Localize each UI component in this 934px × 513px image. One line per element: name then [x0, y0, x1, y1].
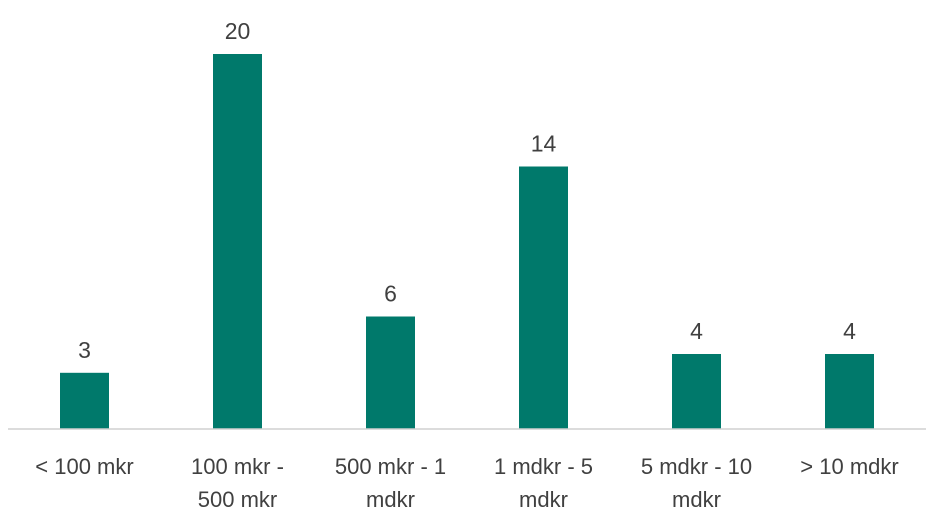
x-tick-label-line: 5 mdkr - 10: [641, 454, 752, 479]
bar-0: [60, 372, 109, 430]
data-label-1: 20: [225, 18, 251, 44]
bar-2: [366, 316, 415, 429]
x-tick-label-2: 500 mkr - 1 mdkr: [335, 454, 446, 512]
x-tick-label-line: 500 mkr: [198, 487, 277, 512]
x-tick-label-line: < 100 mkr: [35, 454, 133, 479]
x-tick-label-line: 100 mkr -: [191, 454, 284, 479]
x-tick-label-0: < 100 mkr: [35, 454, 133, 479]
data-label-3: 14: [531, 131, 557, 157]
x-tick-label-5: > 10 mdkr: [800, 454, 898, 479]
data-label-4: 4: [690, 318, 703, 344]
bar-4: [672, 354, 721, 429]
x-tick-labels-group: < 100 mkr 100 mkr - 500 mkr 500 mkr - 1 mdkr…: [35, 454, 898, 512]
x-tick-label-1: 100 mkr - 500 mkr: [191, 454, 284, 512]
x-tick-label-3: 1 mdkr - 5 mdkr: [494, 454, 593, 512]
data-label-2: 6: [384, 281, 397, 307]
bar-3: [519, 166, 568, 429]
x-tick-label-line: 1 mdkr - 5: [494, 454, 593, 479]
bar-5: [825, 354, 874, 429]
data-label-5: 4: [843, 318, 856, 344]
x-tick-label-line: mdkr: [519, 487, 568, 512]
x-tick-label-line: > 10 mdkr: [800, 454, 898, 479]
bars-group: [60, 54, 874, 430]
x-tick-label-4: 5 mdkr - 10 mdkr: [641, 454, 752, 512]
x-tick-label-line: mdkr: [672, 487, 721, 512]
bar-1: [213, 54, 262, 429]
x-tick-label-line: mdkr: [366, 487, 415, 512]
data-label-0: 3: [78, 337, 91, 363]
x-tick-label-line: 500 mkr - 1: [335, 454, 446, 479]
data-labels-group: 3 20 6 14 4 4: [78, 18, 856, 363]
